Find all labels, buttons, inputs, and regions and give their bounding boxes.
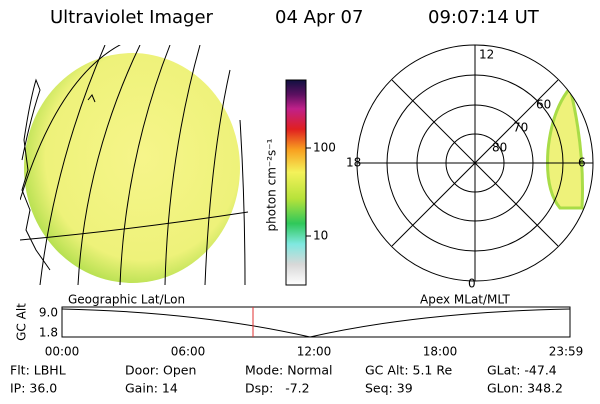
x-tick: 18:00 [423,345,458,359]
footer-field: GLat: -47.4 [487,363,557,378]
y-tick: 9.0 [39,306,58,320]
colorbar-label: photon cm⁻²s⁻¹ [265,138,279,231]
footer-field: Gain: 14 [125,381,178,396]
footer-field: GLon: 348.2 [487,381,563,396]
footer-field: IP: 36.0 [10,381,57,396]
mlt-label: 6 [578,156,586,170]
mlt-label: 18 [346,156,361,170]
time: 09:07:14 UT [428,7,540,28]
mlat-label: 60 [536,98,551,112]
mlat-label: 70 [513,121,528,135]
y-label: GC Alt [15,303,29,341]
colorbar-scale [285,79,307,286]
grid-lines [20,45,249,285]
x-tick: 00:00 [45,345,80,359]
polar-plot: 12 18 6 0 60 70 80 [346,44,594,291]
timeline-title: Apex MLat/MLT [420,293,510,307]
footer-field: Flt: LBHL [10,363,66,378]
footer-field: Seq: 39 [365,381,413,396]
mlt-label: 0 [468,277,476,291]
footer-field: GC Alt: 5.1 Re [365,363,452,378]
date: 04 Apr 07 [275,7,363,28]
footer-field: Mode: Normal [245,363,332,378]
colorbar-tick: 100 [313,141,336,155]
timeline-frame [61,306,571,338]
timeline-title: Geographic Lat/Lon [68,293,185,307]
x-tick: 12:00 [297,345,332,359]
earth-image [20,45,249,285]
header: Ultraviolet Imager 04 Apr 07 09:07:14 UT [50,7,540,28]
footer: Flt: LBHL Door: Open Mode: Normal GC Alt: 5… [10,363,563,396]
colorbar-tick: 10 [313,229,328,243]
instrument: Ultraviolet Imager [50,7,214,28]
polar-grid [356,44,594,282]
mlt-label: 12 [479,48,494,62]
timeline: Geographic Lat/Lon Apex MLat/MLT GC Alt … [15,293,584,359]
disk [24,53,240,283]
colorbar: 100 10 photon cm⁻²s⁻¹ [265,79,336,286]
x-tick: 23:59 [549,345,584,359]
x-tick: 06:00 [171,345,206,359]
altitude-curve [61,308,571,338]
footer-field: Door: Open [125,363,196,378]
footer-field: Dsp: -7.2 [245,381,310,396]
mlat-label: 80 [492,141,507,155]
auroral-oval [546,84,584,210]
y-tick: 1.8 [39,326,58,340]
